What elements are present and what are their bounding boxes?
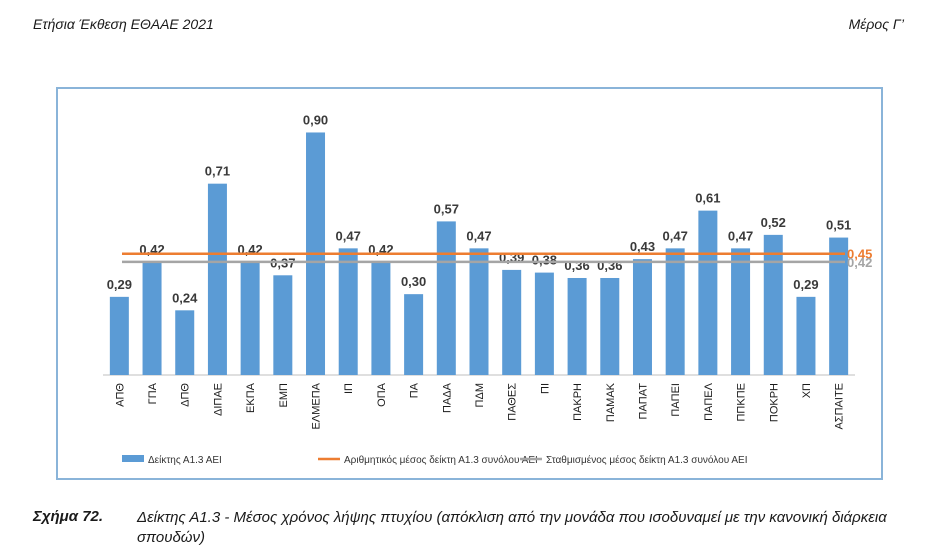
- data-label-ΠΔΜ: 0,47: [466, 228, 491, 243]
- tick-label-ΠΑΠΕΙ: ΠΑΠΕΙ: [670, 383, 682, 417]
- report-title: Ετήσια Έκθεση ΕΘΑΑΕ 2021: [33, 16, 214, 32]
- tick-label-ΑΠΘ: ΑΠΘ: [114, 383, 126, 407]
- tick-label-ΠΑΠΑΤ: ΠΑΠΑΤ: [637, 383, 649, 420]
- data-label-ΠΑ: 0,30: [401, 274, 426, 289]
- report-part: Μέρος Γ’: [848, 16, 904, 32]
- chart-frame: 0,29ΑΠΘ0,42ΓΠΑ0,24ΔΠΘ0,71ΔΙΠΑΕ0,42ΕΚΠΑ0,…: [56, 87, 883, 480]
- data-label-ΠΙ: 0,38: [532, 253, 557, 268]
- arithmetic-mean-label: 0,45: [847, 247, 872, 262]
- tick-label-ΓΠΑ: ΓΠΑ: [147, 382, 159, 404]
- weighted-mean-label: 0,42: [847, 255, 872, 270]
- tick-label-ΕΚΠΑ: ΕΚΠΑ: [245, 382, 257, 413]
- caption-number: Σχήμα 72.: [33, 508, 104, 525]
- bar-ΠΔΜ: [469, 248, 489, 375]
- bar-ΑΠΘ: [109, 296, 129, 375]
- bar-ΙΠ: [338, 248, 358, 375]
- bar-ΓΠΑ: [142, 261, 162, 375]
- data-label-ΠΑΚΡΗ: 0,36: [564, 258, 589, 273]
- data-label-ΧΠ: 0,29: [793, 277, 818, 292]
- bar-ΠΑΘΕΣ: [502, 269, 522, 375]
- tick-label-ΠΑΔΑ: ΠΑΔΑ: [441, 382, 453, 413]
- tick-label-ΟΠΑ: ΟΠΑ: [376, 382, 388, 407]
- tick-label-ΠΑΚΡΗ: ΠΑΚΡΗ: [572, 383, 584, 421]
- caption-text: Δείκτης Α1.3 - Μέσος χρόνος λήψης πτυχίο…: [137, 509, 887, 546]
- bar-ΠΑΔΑ: [436, 221, 456, 375]
- data-label-ΠΑΠΕΛ: 0,61: [695, 191, 720, 206]
- bar-ΧΠ: [796, 296, 816, 375]
- legend-arithmetic-mean-text: Αριθμητικός μέσος δείκτη Α1.3 συνόλου ΑΕ…: [344, 454, 538, 466]
- bar-ΠΙ: [534, 272, 554, 375]
- bar-chart: 0,29ΑΠΘ0,42ΓΠΑ0,24ΔΠΘ0,71ΔΙΠΑΕ0,42ΕΚΠΑ0,…: [103, 112, 872, 466]
- tick-label-ΕΜΠ: ΕΜΠ: [278, 383, 290, 408]
- data-label-ΠΑΜΑΚ: 0,36: [597, 258, 622, 273]
- bar-ΕΚΠΑ: [240, 261, 260, 375]
- tick-label-ΠΟΚΡΗ: ΠΟΚΡΗ: [768, 383, 780, 422]
- bar-ΠΑΠΑΤ: [632, 259, 652, 375]
- bar-ΠΑΜΑΚ: [600, 277, 620, 375]
- data-label-ΔΠΘ: 0,24: [172, 290, 198, 305]
- tick-label-ΠΔΜ: ΠΔΜ: [474, 383, 486, 407]
- bar-ΑΣΠΑΙΤΕ: [829, 237, 849, 375]
- tick-label-ΠΙ: ΠΙ: [539, 383, 551, 394]
- legend-bars-swatch: [122, 455, 144, 462]
- bar-ΔΙΠΑΕ: [207, 183, 227, 375]
- data-label-ΑΣΠΑΙΤΕ: 0,51: [826, 218, 851, 233]
- legend-bars-text: Δείκτης Α1.3 ΑΕΙ: [148, 454, 222, 466]
- tick-label-ΧΠ: ΧΠ: [801, 383, 813, 398]
- data-label-ΠΑΠΑΤ: 0,43: [630, 239, 655, 254]
- bar-ΠΑΚΡΗ: [567, 277, 587, 375]
- bar-ΠΑΠΕΙ: [665, 248, 685, 375]
- legend-weighted-mean-text: Σταθμισμένος μέσος δείκτη Α1.3 συνόλου Α…: [546, 454, 748, 466]
- bar-ΟΠΑ: [371, 261, 391, 375]
- data-label-ΠΑΠΕΙ: 0,47: [663, 228, 688, 243]
- tick-label-ΙΠ: ΙΠ: [343, 383, 355, 394]
- tick-label-ΠΑΠΕΛ: ΠΑΠΕΛ: [703, 382, 715, 421]
- data-label-ΔΙΠΑΕ: 0,71: [205, 164, 230, 179]
- tick-label-ΔΙΠΑΕ: ΔΙΠΑΕ: [212, 383, 224, 416]
- data-label-ΕΛΜΕΠΑ: 0,90: [303, 112, 328, 127]
- bar-ΠΑΠΕΛ: [698, 210, 718, 375]
- bar-ΠΠΚΠΕ: [731, 248, 751, 375]
- tick-label-ΠΑΜΑΚ: ΠΑΜΑΚ: [605, 382, 617, 422]
- tick-label-ΠΑΘΕΣ: ΠΑΘΕΣ: [507, 383, 519, 421]
- data-label-ΙΠ: 0,47: [336, 228, 361, 243]
- data-label-ΠΑΔΑ: 0,57: [434, 201, 459, 216]
- bar-ΠΑ: [404, 294, 424, 375]
- bar-ΠΟΚΡΗ: [763, 234, 783, 375]
- tick-label-ΠΑ: ΠΑ: [409, 382, 421, 398]
- bar-ΕΜΠ: [273, 275, 293, 375]
- tick-label-ΠΠΚΠΕ: ΠΠΚΠΕ: [736, 383, 748, 422]
- data-label-ΠΠΚΠΕ: 0,47: [728, 228, 753, 243]
- data-label-ΠΟΚΡΗ: 0,52: [761, 215, 786, 230]
- data-label-ΑΠΘ: 0,29: [107, 277, 132, 292]
- bar-ΔΠΘ: [175, 310, 195, 375]
- tick-label-ΑΣΠΑΙΤΕ: ΑΣΠΑΙΤΕ: [834, 383, 846, 430]
- tick-label-ΕΛΜΕΠΑ: ΕΛΜΕΠΑ: [311, 382, 323, 429]
- tick-label-ΔΠΘ: ΔΠΘ: [180, 383, 192, 407]
